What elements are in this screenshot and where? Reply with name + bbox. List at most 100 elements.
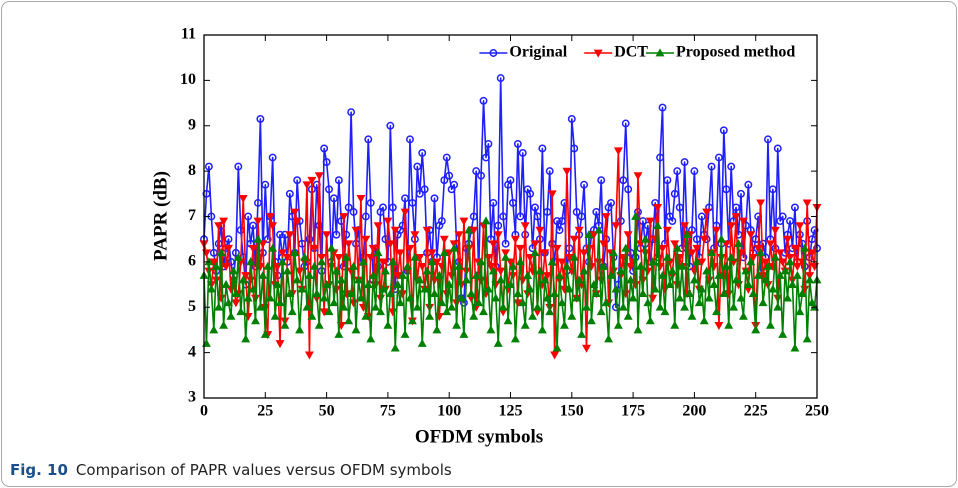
caption-text: Comparison of PAPR values versus OFDM sy… (76, 461, 452, 479)
marker (633, 325, 643, 334)
marker (737, 189, 745, 198)
marker (719, 126, 728, 135)
marker (413, 162, 422, 171)
marker (285, 289, 295, 298)
marker (682, 230, 692, 239)
marker (415, 253, 425, 262)
marker (697, 258, 707, 267)
marker (351, 325, 361, 334)
marker (729, 302, 739, 311)
marker (432, 325, 442, 334)
marker (393, 279, 403, 288)
marker (292, 275, 302, 284)
marker (368, 270, 378, 279)
marker (807, 249, 817, 258)
marker (763, 261, 773, 270)
marker (275, 298, 285, 307)
marker (334, 329, 344, 338)
marker (461, 275, 471, 284)
marker (748, 289, 758, 298)
marker (778, 329, 788, 338)
marker (329, 298, 339, 307)
marker (619, 176, 628, 185)
marker (466, 289, 476, 298)
marker (445, 171, 454, 180)
marker (653, 220, 663, 229)
marker (408, 198, 417, 207)
marker (388, 203, 397, 212)
marker (361, 212, 370, 221)
marker (508, 261, 518, 270)
y-axis-label: PAPR (dB) (150, 171, 171, 261)
marker (479, 96, 488, 105)
marker (349, 208, 358, 216)
marker (231, 299, 241, 308)
marker (469, 226, 479, 235)
marker (530, 248, 540, 257)
marker (325, 185, 334, 194)
marker (349, 261, 359, 270)
marker (280, 320, 290, 329)
marker (479, 307, 488, 316)
y-tick-label: 5 (188, 298, 196, 315)
marker (658, 244, 667, 253)
marker (732, 203, 741, 212)
marker (773, 302, 783, 311)
marker (731, 213, 741, 222)
marker (332, 230, 341, 239)
marker (577, 329, 587, 338)
marker (702, 208, 712, 217)
marker (780, 266, 790, 275)
marker (785, 257, 795, 266)
marker (371, 302, 381, 311)
marker (285, 231, 295, 240)
marker (388, 257, 398, 266)
marker (221, 279, 231, 288)
marker (746, 257, 756, 266)
marker (542, 272, 552, 281)
y-tick-label: 6 (188, 253, 196, 270)
caption: Fig. 10 Comparison of PAPR values versus … (10, 461, 452, 479)
marker (260, 329, 270, 338)
marker (501, 239, 510, 248)
marker (312, 289, 322, 298)
marker (714, 322, 724, 331)
marker (557, 258, 567, 267)
marker (613, 147, 623, 156)
marker (734, 239, 743, 248)
marker (319, 293, 329, 302)
marker (347, 108, 356, 117)
marker (753, 270, 763, 279)
marker (592, 208, 601, 216)
marker (228, 266, 238, 275)
marker (748, 253, 758, 262)
marker (486, 325, 496, 334)
marker (282, 266, 292, 275)
marker (580, 180, 589, 189)
marker (759, 239, 768, 248)
marker (386, 121, 395, 130)
marker (464, 225, 474, 234)
marker (802, 334, 812, 343)
marker (699, 235, 709, 244)
marker (469, 212, 478, 221)
marker (773, 144, 782, 153)
marker (516, 212, 525, 221)
marker (618, 302, 628, 311)
marker (621, 243, 631, 252)
marker (368, 244, 378, 253)
marker (805, 275, 815, 284)
marker (743, 279, 753, 288)
marker (454, 261, 464, 270)
marker (712, 226, 721, 235)
marker (707, 248, 717, 257)
marker (631, 211, 641, 220)
marker (211, 261, 221, 270)
marker (278, 249, 287, 258)
marker (236, 307, 246, 316)
marker (415, 189, 424, 198)
marker (680, 222, 690, 231)
marker (366, 198, 375, 207)
marker (381, 235, 390, 244)
